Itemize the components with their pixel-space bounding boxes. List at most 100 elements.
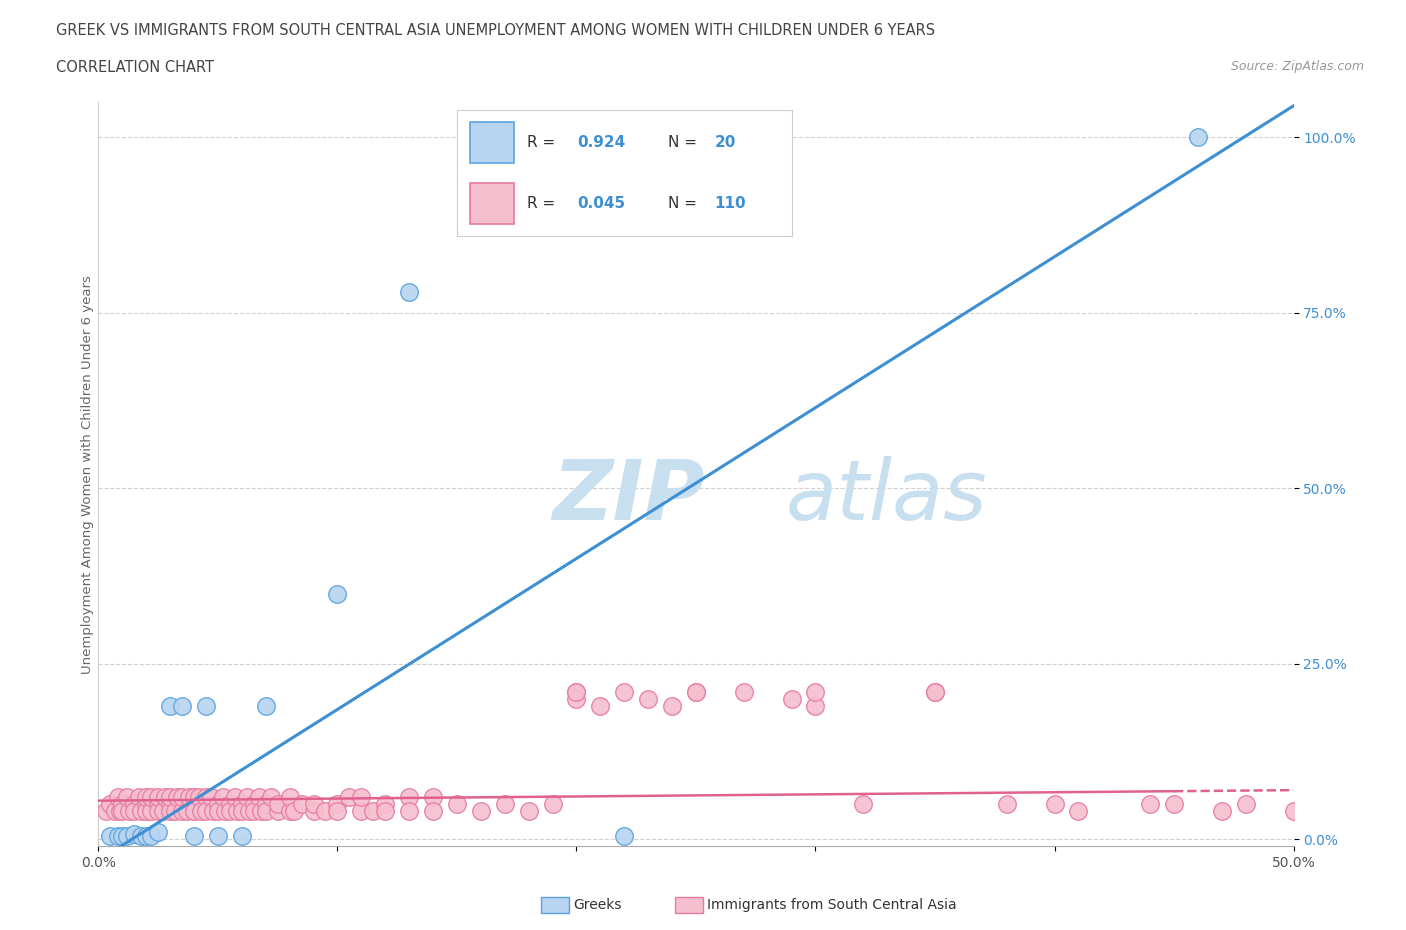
Text: Immigrants from South Central Asia: Immigrants from South Central Asia [707,898,957,912]
Point [517,804,540,818]
Point [326,804,349,818]
Point [111,797,134,812]
Point [152,804,174,818]
Point [135,797,157,812]
Point [194,804,217,818]
Point [107,790,129,804]
Point [187,790,209,804]
Point [159,698,181,713]
Point [166,790,188,804]
Point [613,684,636,699]
Point [148,790,170,804]
Point [326,586,349,601]
Point [148,825,170,840]
Point [337,790,360,804]
Point [733,684,755,699]
Point [231,829,253,844]
Point [159,790,181,804]
Point [128,790,150,804]
Point [398,804,420,818]
Point [135,790,157,804]
Text: Source: ZipAtlas.com: Source: ZipAtlas.com [1230,60,1364,73]
Point [565,684,588,699]
Point [202,804,225,818]
Point [247,790,270,804]
Point [238,804,260,818]
Point [494,797,516,812]
Text: CORRELATION CHART: CORRELATION CHART [56,60,214,75]
Point [243,797,266,812]
Point [111,829,134,844]
Point [350,790,373,804]
Point [207,797,229,812]
Point [302,804,325,818]
Point [470,804,492,818]
Point [1067,804,1090,818]
Point [565,684,588,699]
Point [254,797,277,812]
Point [398,285,420,299]
Point [804,698,827,713]
Point [183,804,205,818]
Point [422,804,444,818]
Point [613,829,636,844]
Point [190,804,212,818]
Point [139,829,162,844]
Point [363,804,385,818]
Point [398,790,420,804]
Point [1187,130,1209,145]
Point [124,826,146,841]
Point [315,804,337,818]
Point [115,829,138,844]
Point [155,790,177,804]
Point [326,797,349,812]
Point [250,804,273,818]
Point [254,804,277,818]
Point [194,790,217,804]
Point [924,684,946,699]
Point [211,790,233,804]
Point [207,829,229,844]
Point [159,797,181,812]
Point [1139,797,1161,812]
Point [541,797,564,812]
Point [995,797,1018,812]
Point [278,804,301,818]
Point [350,804,373,818]
Point [219,797,242,812]
Point [104,804,127,818]
Point [565,692,588,707]
Point [214,804,236,818]
Point [172,790,194,804]
Point [374,804,396,818]
Point [111,804,134,818]
Point [267,804,290,818]
Point [259,790,281,804]
Point [115,790,138,804]
Point [194,698,217,713]
Point [183,790,205,804]
Point [1211,804,1233,818]
Point [139,790,162,804]
Point [124,797,146,812]
Point [183,829,205,844]
Point [924,684,946,699]
Point [446,797,468,812]
Point [780,692,803,707]
Point [1282,804,1305,818]
Point [148,797,170,812]
Point [852,797,875,812]
Point [231,797,253,812]
Point [107,829,129,844]
Point [685,684,707,699]
Point [124,804,146,818]
Point [374,797,396,812]
Text: atlas: atlas [786,456,987,538]
Point [159,804,181,818]
Point [207,804,229,818]
Text: GREEK VS IMMIGRANTS FROM SOUTH CENTRAL ASIA UNEMPLOYMENT AMONG WOMEN WITH CHILDR: GREEK VS IMMIGRANTS FROM SOUTH CENTRAL A… [56,23,935,38]
Text: ZIP: ZIP [553,456,706,538]
Y-axis label: Unemployment Among Women with Children Under 6 years: Unemployment Among Women with Children U… [80,275,94,673]
Point [94,804,117,818]
Point [243,804,266,818]
